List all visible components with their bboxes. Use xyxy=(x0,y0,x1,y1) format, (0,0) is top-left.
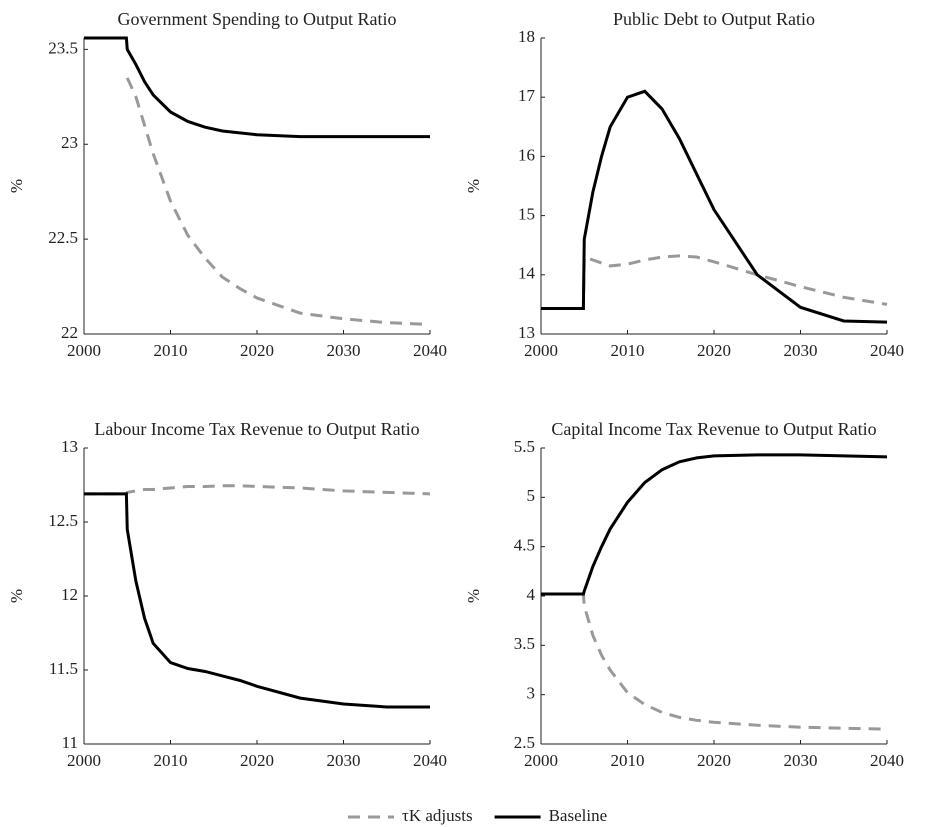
series-line xyxy=(84,484,431,496)
x-tick-label: 2020 xyxy=(697,751,731,770)
series-line xyxy=(541,453,888,596)
y-tick-label: 3.5 xyxy=(514,634,535,653)
x-tick-label: 2040 xyxy=(870,751,904,770)
subplot: Public Debt to Output Ratio% 13 14 15 16 17 18… xyxy=(464,9,904,360)
x-tick-label: 2030 xyxy=(327,341,361,360)
series-line xyxy=(541,89,888,324)
x-tick-label: 2020 xyxy=(697,341,731,360)
x-tick-label: 2020 xyxy=(240,341,274,360)
y-tick-label: 18 xyxy=(518,27,535,46)
x-tick-label: 2000 xyxy=(524,341,558,360)
x-tick-label: 2030 xyxy=(784,751,818,770)
legend-label: Baseline xyxy=(549,806,608,825)
y-tick-label: 22 xyxy=(61,323,78,342)
subplot-title: Capital Income Tax Revenue to Output Rat… xyxy=(551,419,876,439)
x-tick-label: 2010 xyxy=(154,751,188,770)
y-tick-label: 12 xyxy=(61,585,78,604)
y-tick-label: 15 xyxy=(518,205,535,224)
y-tick-label: 4 xyxy=(527,585,536,604)
y-axis-label: % xyxy=(464,179,483,193)
y-tick-label: 17 xyxy=(518,86,536,105)
x-tick-label: 2010 xyxy=(154,341,188,360)
y-tick-label: 11 xyxy=(62,733,78,752)
x-tick-label: 2030 xyxy=(784,341,818,360)
y-tick-label: 12.5 xyxy=(48,511,78,530)
y-tick-label: 22.5 xyxy=(48,228,78,247)
y-tick-label: 4.5 xyxy=(514,536,535,555)
y-tick-label: 11.5 xyxy=(49,659,78,678)
y-tick-label: 3 xyxy=(527,684,536,703)
series-line xyxy=(84,492,430,709)
x-tick-label: 2010 xyxy=(611,341,645,360)
subplot-title: Labour Income Tax Revenue to Output Rati… xyxy=(94,419,419,439)
subplot: Labour Income Tax Revenue to Output Rati… xyxy=(7,419,447,770)
series-line xyxy=(541,592,888,731)
y-tick-label: 5.5 xyxy=(514,437,535,456)
y-axis-label: % xyxy=(7,179,26,193)
y-tick-label: 13 xyxy=(518,323,535,342)
y-tick-label: 16 xyxy=(518,145,535,164)
legend: τK adjusts Baseline xyxy=(348,806,607,825)
x-tick-label: 2000 xyxy=(67,341,101,360)
x-tick-label: 2040 xyxy=(413,341,447,360)
y-tick-label: 23 xyxy=(61,133,78,152)
y-tick-label: 14 xyxy=(518,264,536,283)
series-line xyxy=(84,36,430,139)
x-tick-label: 2020 xyxy=(240,751,274,770)
x-tick-label: 2040 xyxy=(870,341,904,360)
y-axis-label: % xyxy=(7,589,26,603)
legend-label: τK adjusts xyxy=(402,806,473,825)
y-tick-label: 2.5 xyxy=(514,733,535,752)
subplot: Capital Income Tax Revenue to Output Rat… xyxy=(464,419,904,770)
subplot-title: Public Debt to Output Ratio xyxy=(613,9,815,29)
y-tick-label: 23.5 xyxy=(48,38,78,57)
x-tick-label: 2040 xyxy=(413,751,447,770)
x-tick-label: 2030 xyxy=(327,751,361,770)
subplot-title: Government Spending to Output Ratio xyxy=(118,9,397,29)
y-tick-label: 5 xyxy=(527,486,536,505)
subplot: Government Spending to Output Ratio% 22 22… xyxy=(7,9,447,360)
series-line xyxy=(541,254,888,311)
y-axis-label: % xyxy=(464,589,483,603)
x-tick-label: 2010 xyxy=(611,751,645,770)
y-tick-label: 13 xyxy=(61,437,78,456)
x-tick-label: 2000 xyxy=(524,751,558,770)
x-tick-label: 2000 xyxy=(67,751,101,770)
series-line xyxy=(125,77,431,327)
